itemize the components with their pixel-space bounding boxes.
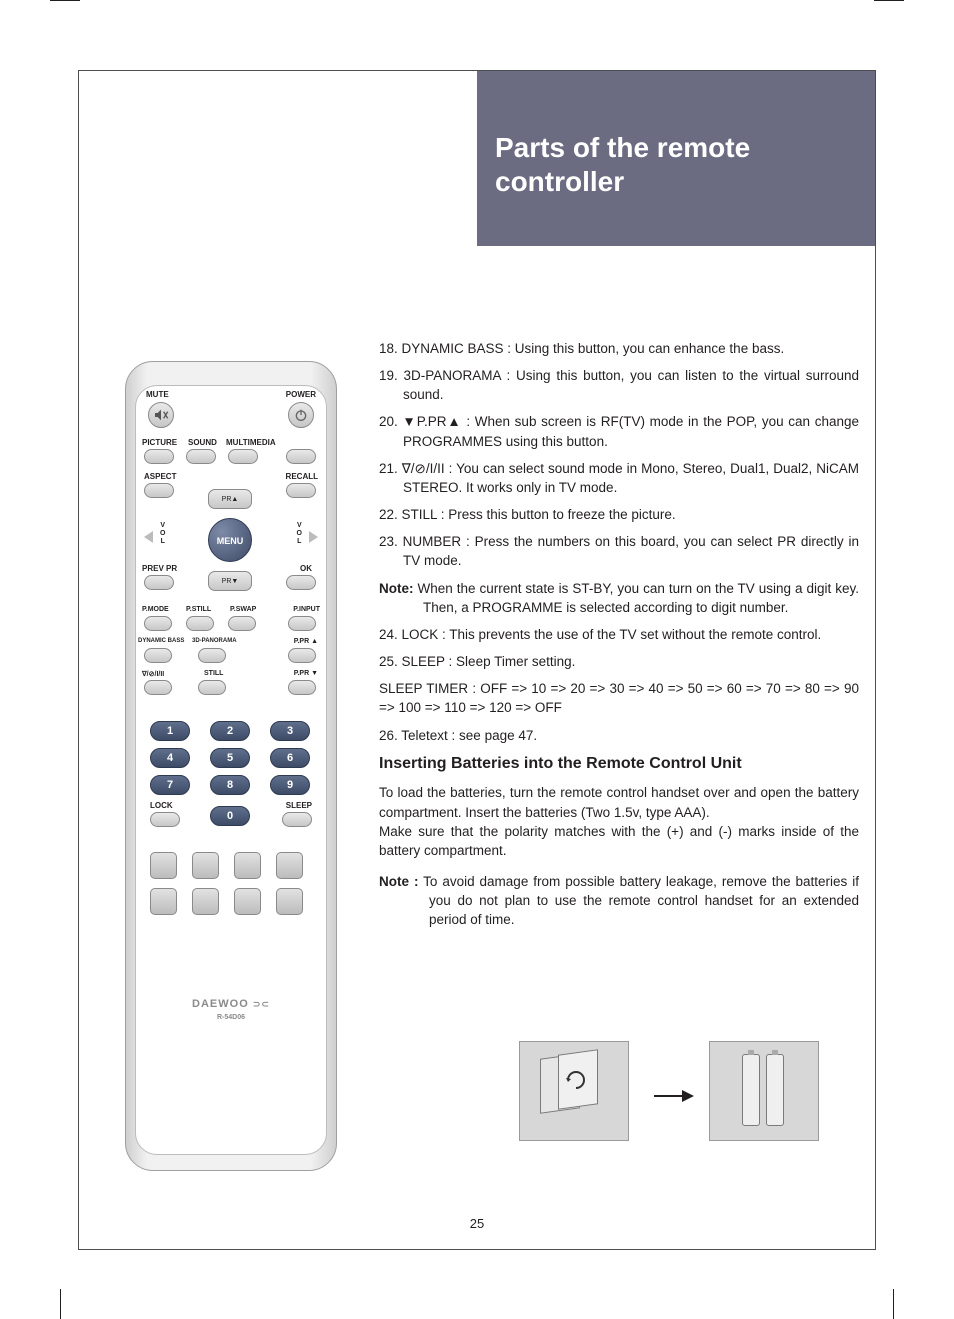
teletext-3 — [234, 852, 261, 879]
pprdn-button — [288, 680, 316, 695]
label-still: STILL — [204, 670, 223, 677]
vol-left-arrow — [144, 531, 153, 543]
brand-logo: DAEWOO ⊃⊂ — [136, 998, 326, 1010]
label-multimedia: MULTIMEDIA — [226, 438, 276, 447]
dynbass-button — [144, 648, 172, 663]
label-pstill: P.STILL — [186, 606, 211, 613]
multimedia-button — [228, 449, 258, 464]
label-prevpr: PREV PR — [142, 564, 177, 573]
label-recall: RECALL — [286, 472, 318, 481]
battery-illustration — [519, 1041, 839, 1161]
panorama-button — [198, 648, 226, 663]
teletext-2 — [192, 852, 219, 879]
label-mute: MUTE — [146, 390, 169, 399]
label-dynbass: DYNAMIC BASS — [138, 638, 184, 644]
remote-illustration: MUTE POWER PICTURE SOUND MULTIMEDIA ASPE… — [117, 361, 345, 1181]
num-4: 4 — [150, 748, 190, 768]
note-1: Note: When the current state is ST-BY, y… — [379, 579, 859, 617]
recall-button — [286, 483, 316, 498]
label-pswap: P.SWAP — [230, 606, 256, 613]
sndmode-button — [144, 680, 172, 695]
label-pprup: P.PR ▲ — [294, 638, 318, 645]
section-body: To load the batteries, turn the remote c… — [379, 783, 859, 860]
teletext-8 — [276, 888, 303, 915]
item-21: 21. ∇/⊘/I/II : You can select sound mode… — [379, 459, 859, 497]
label-sound: SOUND — [188, 438, 217, 447]
num-7: 7 — [150, 775, 190, 795]
teletext-1 — [150, 852, 177, 879]
label-vol-left: V O L — [160, 522, 165, 546]
section-heading: Inserting Batteries into the Remote Cont… — [379, 753, 859, 776]
page-number: 25 — [79, 1216, 875, 1231]
sleep-button — [282, 812, 312, 827]
vol-right-arrow — [309, 531, 318, 543]
label-pinput: P.INPUT — [293, 606, 320, 613]
still-button — [198, 680, 226, 695]
lock-button — [150, 812, 180, 827]
content-column: 18. DYNAMIC BASS : Using this button, yo… — [379, 339, 859, 937]
teletext-7 — [234, 888, 261, 915]
prevpr-button — [144, 575, 174, 590]
num-3: 3 — [270, 721, 310, 741]
label-sndmode: ∇/⊘/I/II — [142, 670, 164, 678]
label-ok: OK — [300, 564, 312, 573]
label-pprdn: P.PR ▼ — [294, 670, 318, 677]
manual-page: Parts of the remote controller MUTE POWE… — [78, 70, 876, 1250]
section-header: Parts of the remote controller — [477, 71, 875, 246]
power-button — [288, 402, 314, 428]
pswap-button — [228, 616, 256, 631]
num-0: 0 — [210, 806, 250, 826]
label-picture: PICTURE — [142, 438, 177, 447]
num-5: 5 — [210, 748, 250, 768]
aspect-button — [144, 483, 174, 498]
num-1: 1 — [150, 721, 190, 741]
num-2: 2 — [210, 721, 250, 741]
mute-button — [148, 402, 174, 428]
label-lock: LOCK — [150, 801, 173, 810]
label-3dpan: 3D-PANORAMA — [192, 638, 237, 644]
item-22: 22. STILL : Press this button to freeze … — [379, 505, 859, 524]
item-20: 20. ▼P.PR▲ : When sub screen is RF(TV) m… — [379, 412, 859, 450]
page-title: Parts of the remote controller — [495, 131, 857, 198]
picture-button — [144, 449, 174, 464]
ok-button — [286, 575, 316, 590]
label-power: POWER — [286, 390, 316, 399]
teletext-6 — [192, 888, 219, 915]
label-sleep: SLEEP — [286, 801, 312, 810]
item-18: 18. DYNAMIC BASS : Using this button, yo… — [379, 339, 859, 358]
sound-button — [186, 449, 216, 464]
note-2: Note : To avoid damage from possible bat… — [379, 872, 859, 929]
num-8: 8 — [210, 775, 250, 795]
num-9: 9 — [270, 775, 310, 795]
label-pmode: P.MODE — [142, 606, 169, 613]
pr-up-button: PR▲ — [208, 489, 252, 509]
model-number: R-54D06 — [136, 1014, 326, 1021]
input-button — [286, 449, 316, 464]
pinput-button — [288, 616, 316, 631]
item-26: 26. Teletext : see page 47. — [379, 726, 859, 745]
num-6: 6 — [270, 748, 310, 768]
label-vol-right: V O L — [297, 522, 302, 546]
item-19: 19. 3D-PANORAMA : Using this button, you… — [379, 366, 859, 404]
item-23: 23. NUMBER : Press the numbers on this b… — [379, 532, 859, 570]
menu-button: MENU — [208, 518, 252, 562]
teletext-5 — [150, 888, 177, 915]
teletext-4 — [276, 852, 303, 879]
item-25: 25. SLEEP : Sleep Timer setting. — [379, 652, 859, 671]
pprup-button — [288, 648, 316, 663]
item-24: 24. LOCK : This prevents the use of the … — [379, 625, 859, 644]
pr-down-button: PR▼ — [208, 571, 252, 591]
label-aspect: ASPECT — [144, 472, 176, 481]
sleep-timer-line: SLEEP TIMER : OFF => 10 => 20 => 30 => 4… — [379, 679, 859, 717]
pstill-button — [186, 616, 214, 631]
pmode-button — [144, 616, 172, 631]
